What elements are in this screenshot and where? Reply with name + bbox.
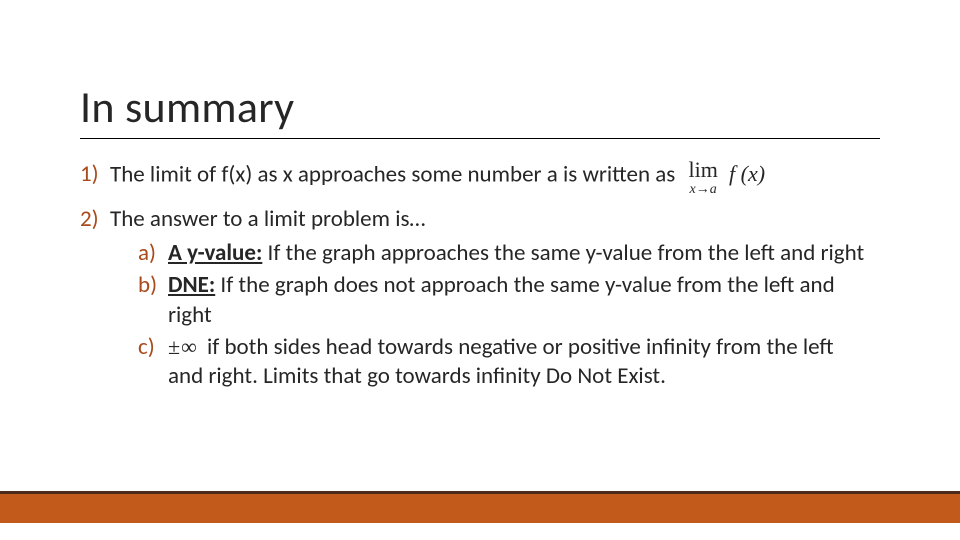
lim-subscript: x→a (688, 183, 717, 197)
sub-b-text: DNE: If the graph does not approach the … (168, 271, 870, 331)
sublist: a) A y-value: If the graph approaches th… (80, 239, 880, 392)
sub-a-label: a) (138, 239, 168, 269)
subitem-a: a) A y-value: If the graph approaches th… (138, 239, 870, 269)
item2-text: The answer to a limit problem is… (110, 205, 425, 235)
slide: In summary 1) The limit of f(x) as x app… (0, 0, 960, 540)
item1-number: 1) (80, 160, 110, 190)
infinity-symbol: ±∞ (168, 334, 198, 359)
lim-word: lim (688, 159, 717, 181)
limit-notation: lim x→a f (x) (688, 159, 765, 197)
sub-a-rest: If the graph approaches the same y-value… (262, 239, 864, 267)
sub-b-rest: If the graph does not approach the same … (168, 271, 835, 329)
sub-a-bold: A y-value: (168, 239, 262, 267)
list-item-2: 2) The answer to a limit problem is… (80, 205, 880, 235)
slide-content: 1) The limit of f(x) as x approaches som… (80, 157, 880, 392)
lim-fx: f (x) (729, 161, 765, 186)
list-item-1: 1) The limit of f(x) as x approaches som… (80, 157, 880, 195)
sub-c-text: ±∞ if both sides head towards negative o… (168, 333, 870, 393)
lim-stack: lim x→a (688, 159, 717, 197)
subitem-b: b) DNE: If the graph does not approach t… (138, 271, 870, 331)
item2-number: 2) (80, 205, 110, 235)
subitem-c: c) ±∞ if both sides head towards negativ… (138, 333, 870, 393)
sub-a-text: A y-value: If the graph approaches the s… (168, 239, 870, 269)
sub-b-label: b) (138, 271, 168, 331)
sub-b-bold: DNE: (168, 271, 215, 299)
footer-accent-band (0, 494, 960, 523)
item1-text: The limit of f(x) as x approaches some n… (110, 157, 880, 195)
sub-c-label: c) (138, 333, 168, 393)
sub-c-rest: if both sides head towards negative or p… (168, 333, 834, 391)
item1-body: The limit of f(x) as x approaches some n… (110, 160, 675, 188)
slide-title: In summary (80, 80, 880, 139)
